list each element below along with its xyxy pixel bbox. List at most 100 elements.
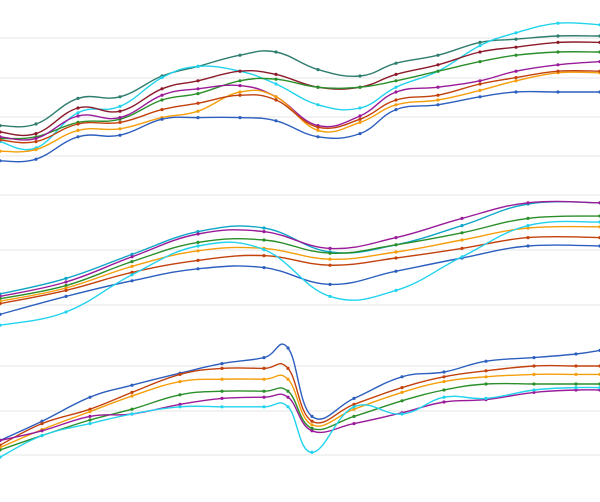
data-point bbox=[238, 69, 242, 73]
data-point bbox=[40, 429, 44, 433]
data-point bbox=[574, 364, 578, 368]
series-line bbox=[0, 215, 600, 300]
data-point bbox=[196, 101, 200, 105]
data-point bbox=[160, 76, 164, 80]
data-point bbox=[0, 138, 2, 142]
series-line bbox=[0, 90, 600, 163]
data-point bbox=[34, 157, 38, 161]
data-point bbox=[310, 450, 314, 454]
series-line bbox=[0, 343, 600, 442]
data-point bbox=[196, 87, 200, 91]
data-point bbox=[436, 93, 440, 97]
data-point bbox=[478, 60, 482, 64]
data-point bbox=[76, 106, 80, 110]
data-point bbox=[394, 250, 398, 254]
data-point bbox=[394, 103, 398, 107]
data-point bbox=[238, 93, 242, 97]
data-point bbox=[274, 50, 278, 54]
data-point bbox=[310, 426, 314, 430]
data-point bbox=[262, 226, 266, 230]
data-point bbox=[76, 114, 80, 118]
series-line bbox=[0, 235, 600, 305]
data-point bbox=[64, 286, 68, 290]
data-point bbox=[178, 402, 182, 406]
data-point bbox=[514, 31, 518, 35]
series-line bbox=[0, 41, 600, 137]
data-point bbox=[316, 68, 320, 72]
data-point bbox=[460, 216, 464, 220]
data-point bbox=[532, 388, 536, 392]
data-point bbox=[400, 412, 404, 416]
data-point bbox=[0, 135, 2, 139]
data-point bbox=[274, 77, 278, 81]
data-point bbox=[178, 405, 182, 409]
data-point bbox=[574, 352, 578, 356]
data-point bbox=[316, 85, 320, 89]
data-point bbox=[394, 79, 398, 83]
data-point bbox=[118, 120, 122, 124]
data-point bbox=[118, 133, 122, 137]
data-point bbox=[310, 423, 314, 427]
data-point bbox=[40, 419, 44, 423]
series-5 bbox=[0, 60, 600, 141]
data-point bbox=[556, 63, 560, 67]
data-point bbox=[178, 380, 182, 384]
data-point bbox=[286, 377, 290, 381]
data-point bbox=[130, 412, 134, 416]
data-point bbox=[196, 109, 200, 113]
data-point bbox=[238, 53, 242, 57]
data-point bbox=[160, 117, 164, 121]
data-point bbox=[88, 407, 92, 411]
data-point bbox=[436, 85, 440, 89]
data-point bbox=[34, 132, 38, 136]
data-point bbox=[286, 395, 290, 399]
data-point bbox=[262, 248, 266, 252]
data-point bbox=[196, 258, 200, 262]
data-point bbox=[574, 386, 578, 390]
data-point bbox=[34, 148, 38, 152]
data-point bbox=[40, 422, 44, 426]
data-point bbox=[358, 74, 362, 78]
data-point bbox=[0, 446, 2, 450]
data-point bbox=[262, 389, 266, 393]
data-point bbox=[76, 135, 80, 139]
data-point bbox=[532, 390, 536, 394]
data-point bbox=[64, 294, 68, 298]
data-point bbox=[352, 396, 356, 400]
data-point bbox=[328, 246, 332, 250]
data-point bbox=[130, 252, 134, 256]
data-point bbox=[160, 108, 164, 112]
series-line bbox=[0, 244, 600, 316]
series-4 bbox=[0, 225, 600, 303]
data-point bbox=[196, 232, 200, 236]
data-point bbox=[64, 284, 68, 288]
data-point bbox=[274, 72, 278, 76]
data-point bbox=[0, 124, 2, 128]
data-point bbox=[478, 88, 482, 92]
data-point bbox=[238, 90, 242, 94]
data-point bbox=[514, 45, 518, 49]
data-point bbox=[328, 251, 332, 255]
data-point bbox=[400, 386, 404, 390]
data-point bbox=[478, 95, 482, 99]
data-point bbox=[262, 377, 266, 381]
data-point bbox=[352, 405, 356, 409]
data-point bbox=[478, 44, 482, 48]
data-point bbox=[0, 294, 2, 298]
data-point bbox=[484, 359, 488, 363]
data-point bbox=[514, 53, 518, 57]
data-point bbox=[130, 407, 134, 411]
data-point bbox=[34, 136, 38, 140]
data-point bbox=[196, 64, 200, 68]
data-point bbox=[262, 238, 266, 242]
data-point bbox=[478, 79, 482, 83]
data-point bbox=[118, 109, 122, 113]
data-point bbox=[352, 407, 356, 411]
data-point bbox=[358, 85, 362, 89]
data-point bbox=[316, 125, 320, 129]
data-point bbox=[88, 410, 92, 414]
data-point bbox=[526, 244, 530, 248]
data-point bbox=[88, 395, 92, 399]
data-point bbox=[556, 69, 560, 73]
